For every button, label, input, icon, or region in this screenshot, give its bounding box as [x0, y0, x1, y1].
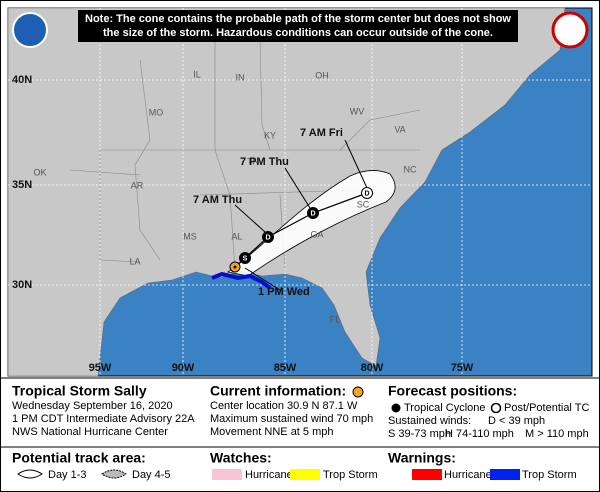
forecast-point: [262, 231, 274, 243]
current-position-dot: [233, 265, 237, 269]
forecast-title: Forecast positions:: [388, 383, 517, 399]
forecast-time-label: 1 PM Wed: [258, 286, 310, 298]
forecast-time-label: 7 AM Fri: [300, 127, 343, 139]
lon-label: 95W: [89, 362, 112, 374]
forecast-point-label: D: [364, 190, 369, 197]
forecast-time-label: 7 PM Thu: [240, 156, 289, 168]
warnings-title: Warnings:: [388, 450, 456, 466]
winds-title: Sustained winds:: [388, 415, 471, 427]
day45-swatch: [101, 469, 127, 479]
noaa-logo: [12, 12, 48, 48]
forecast-point: [307, 207, 319, 219]
state-label: VA: [394, 124, 405, 134]
storm-line: Wednesday September 16, 2020: [12, 400, 173, 412]
storm-line: 1 PM CDT Intermediate Advisory 22A: [12, 413, 195, 425]
current-icon: [352, 386, 364, 398]
forecast-point-label: D: [265, 234, 270, 241]
wind-class: D < 39 mph: [488, 415, 545, 427]
state-borders: [69, 39, 421, 271]
state-label: MO: [149, 107, 164, 117]
note-box: [78, 10, 518, 42]
state-label: SC: [357, 199, 370, 209]
state-label: MS: [183, 231, 197, 241]
lon-label: 85W: [274, 362, 297, 374]
lat-label: 30N: [12, 279, 32, 291]
state-label: AR: [131, 180, 144, 190]
forecast-point: [239, 252, 251, 264]
current-line: Center location 30.9 N 87.1 W: [210, 400, 358, 412]
watch-item: Hurricane: [245, 469, 293, 481]
lon-label: 90W: [172, 362, 195, 374]
track-item: Day 1-3: [48, 469, 87, 481]
forecast-point: [361, 187, 373, 199]
state-label: NC: [404, 164, 417, 174]
forecast-time-label: 7 AM Thu: [193, 194, 242, 206]
lat-label: 35N: [12, 179, 32, 191]
hurricane-warning-swatch: [412, 469, 442, 480]
hurricane-watch-swatch: [212, 469, 242, 480]
lat-label: 40N: [12, 74, 32, 86]
wind-class: S 39-73 mph: [388, 428, 451, 440]
state-label: GA: [310, 229, 323, 239]
current-line: Movement NNE at 5 mph: [210, 426, 334, 438]
warning-item: Trop Storm: [522, 469, 577, 481]
state-label: FL: [330, 314, 341, 324]
wind-class: H 74-110 mph: [445, 428, 514, 440]
state-label: WV: [350, 106, 365, 116]
watches-title: Watches:: [210, 450, 272, 466]
state-label: AL: [231, 231, 242, 241]
state-label: IL: [193, 69, 201, 79]
forecast-cone: [226, 170, 396, 277]
track-item: Day 4-5: [132, 469, 171, 481]
state-label: TN: [247, 156, 259, 166]
forecast-legend: Tropical Cyclone: [404, 402, 486, 414]
lon-label: 75W: [451, 362, 474, 374]
forecast-point-label: D: [310, 210, 315, 217]
state-label: OK: [33, 167, 46, 177]
state-label: OH: [315, 70, 329, 80]
storm-line: NWS National Hurricane Center: [12, 426, 168, 438]
tc-icon: [391, 403, 401, 413]
state-label: IN: [236, 72, 245, 82]
storm-name: Tropical Storm Sally: [12, 383, 147, 399]
note-text: the size of the storm. Hazardous conditi…: [103, 27, 493, 39]
nws-logo: [551, 11, 589, 49]
ts-watch-swatch: [290, 469, 320, 480]
day13-swatch: [17, 469, 43, 479]
note-text: Note: The cone contains the probable pat…: [85, 13, 511, 25]
watch-item: Trop Storm: [323, 469, 378, 481]
forecast-point-label: S: [243, 255, 248, 262]
warning-coast: [211, 271, 272, 290]
state-label: LA: [129, 256, 140, 266]
lon-label: 80W: [361, 362, 384, 374]
state-label: KY: [264, 130, 276, 140]
leader-lines: [234, 139, 368, 291]
wind-class: M > 110 mph: [525, 428, 589, 440]
ts-warning-swatch: [490, 469, 520, 480]
ptc-icon: [490, 402, 502, 414]
track-title: Potential track area:: [12, 450, 146, 466]
forecast-legend: Post/Potential TC: [504, 402, 589, 414]
current-line: Maximum sustained wind 70 mph: [210, 413, 373, 425]
current-title: Current information:: [210, 383, 346, 399]
warning-item: Hurricane: [444, 469, 492, 481]
